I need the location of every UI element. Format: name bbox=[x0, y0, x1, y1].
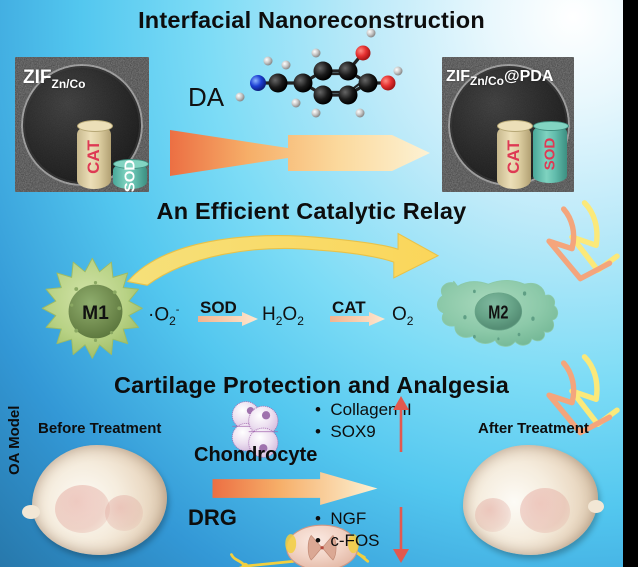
svg-text:M1: M1 bbox=[82, 303, 109, 324]
svg-text:M2: M2 bbox=[488, 302, 508, 323]
